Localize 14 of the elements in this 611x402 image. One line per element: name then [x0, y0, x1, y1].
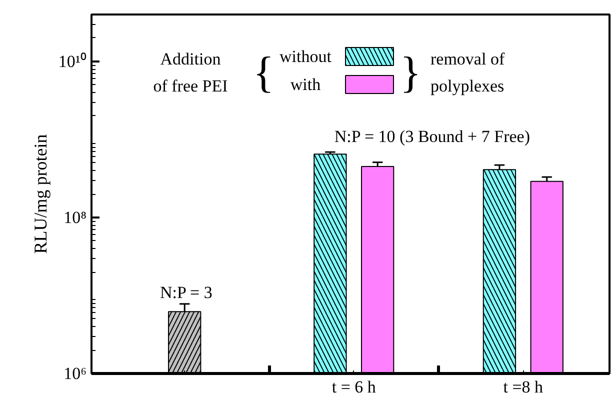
annotation: removal of polyplexes [430, 50, 505, 96]
y-axis-title: RLU/mg protein [30, 134, 50, 254]
annotation: N:P = 10 (3 Bound + 7 Free) [334, 127, 530, 146]
y-tick-label: 10¹⁰ [58, 52, 87, 71]
y-tick-label: 10⁶ [64, 364, 87, 383]
legend-label: without [280, 47, 332, 66]
x-tick-label: t =8 h [503, 378, 544, 396]
annotation: { [252, 48, 274, 97]
legend-label: with [290, 75, 322, 94]
annotation: N:P = 3 [160, 283, 212, 302]
x-tick-label: t = 6 h [332, 378, 376, 396]
annotation: } [400, 48, 422, 97]
y-tick-label: 10⁸ [64, 208, 87, 227]
legend-title: Addition of free PEI [153, 50, 228, 96]
